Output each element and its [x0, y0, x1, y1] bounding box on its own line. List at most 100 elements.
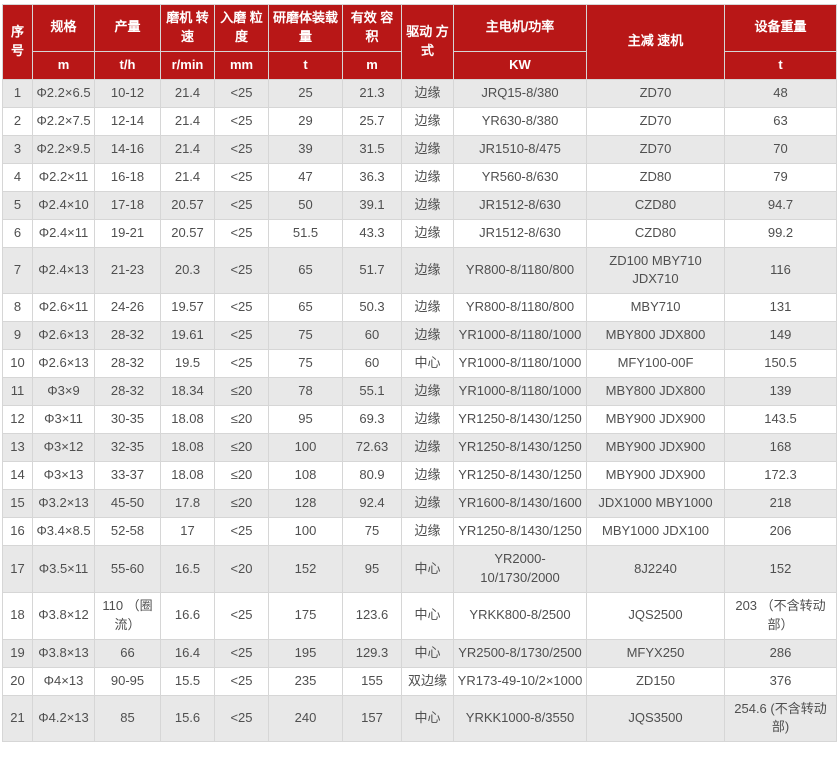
cell-feed-size: <25	[214, 321, 269, 351]
cell-reducer: CZD80	[586, 190, 725, 220]
unit-media-load: t	[268, 50, 343, 80]
cell-index: 1	[2, 78, 33, 108]
header-main-motor: 主电机/功率	[453, 4, 587, 52]
table-row: 7 Φ2.4×13 21-23 20.3 <25 65 51.7 边缘 YR800-8/1180…	[2, 246, 837, 295]
cell-drive-mode: 边缘	[401, 106, 454, 136]
cell-mill-speed: 17	[160, 517, 215, 547]
cell-output: 16-18	[94, 162, 161, 192]
cell-spec: Φ3.2×13	[32, 489, 95, 519]
cell-output: 12-14	[94, 106, 161, 136]
cell-weight: 70	[724, 134, 837, 164]
cell-spec: Φ3×11	[32, 405, 95, 435]
cell-main-motor: YR173-49-10/2×1000	[453, 666, 587, 696]
cell-spec: Φ2.4×13	[32, 246, 95, 295]
cell-reducer: MBY1000 JDX100	[586, 517, 725, 547]
cell-volume: 157	[342, 694, 402, 743]
cell-output: 28-32	[94, 349, 161, 379]
cell-main-motor: YRKK1000-8/3550	[453, 694, 587, 743]
table-row: 17 Φ3.5×11 55-60 16.5 <20 152 95 中心 YR2000- 10/1…	[2, 545, 837, 593]
cell-feed-size: <25	[214, 162, 269, 192]
cell-feed-size: <25	[214, 591, 269, 640]
cell-volume: 36.3	[342, 162, 402, 192]
cell-reducer: ZD80	[586, 162, 725, 192]
cell-reducer: MFY100-00F	[586, 349, 725, 379]
cell-main-motor: YR1250-8/1430/1250	[453, 461, 587, 491]
cell-media-load: 75	[268, 321, 343, 351]
table-header: 序号 规格 产量 磨机 转速 入磨 粒度 研磨体装载量 有效 容积 驱动 方式 …	[2, 4, 837, 80]
cell-main-motor: YR2000- 10/1730/2000	[453, 545, 587, 593]
cell-index: 3	[2, 134, 33, 164]
cell-feed-size: <25	[214, 517, 269, 547]
cell-main-motor: JR1510-8/475	[453, 134, 587, 164]
cell-drive-mode: 边缘	[401, 377, 454, 407]
header-feed-size: 入磨 粒度	[214, 4, 269, 52]
cell-weight: 63	[724, 106, 837, 136]
cell-spec: Φ3.8×12	[32, 591, 95, 640]
cell-drive-mode: 边缘	[401, 517, 454, 547]
cell-output: 17-18	[94, 190, 161, 220]
cell-index: 7	[2, 246, 33, 295]
cell-output: 45-50	[94, 489, 161, 519]
cell-feed-size: <25	[214, 190, 269, 220]
table-row: 8 Φ2.6×11 24-26 19.57 <25 65 50.3 边缘 YR800-8/118…	[2, 293, 837, 323]
cell-index: 10	[2, 349, 33, 379]
cell-index: 9	[2, 321, 33, 351]
cell-index: 21	[2, 694, 33, 743]
cell-weight: 168	[724, 433, 837, 463]
cell-weight: 254.6 (不含转动部)	[724, 694, 837, 743]
cell-volume: 72.63	[342, 433, 402, 463]
cell-reducer: MBY800 JDX800	[586, 321, 725, 351]
cell-main-motor: YR800-8/1180/800	[453, 246, 587, 295]
cell-volume: 39.1	[342, 190, 402, 220]
cell-index: 4	[2, 162, 33, 192]
cell-mill-speed: 17.8	[160, 489, 215, 519]
cell-mill-speed: 18.08	[160, 461, 215, 491]
cell-mill-speed: 18.08	[160, 405, 215, 435]
table-row: 19 Φ3.8×13 66 16.4 <25 195 129.3 中心 YR2500-8/173…	[2, 638, 837, 668]
cell-weight: 116	[724, 246, 837, 295]
cell-feed-size: <25	[214, 246, 269, 295]
cell-reducer: ZD150	[586, 666, 725, 696]
table-row: 21 Φ4.2×13 85 15.6 <25 240 157 中心 YRKK1000-8/355…	[2, 694, 837, 743]
cell-volume: 43.3	[342, 218, 402, 248]
cell-spec: Φ2.6×13	[32, 349, 95, 379]
cell-media-load: 75	[268, 349, 343, 379]
cell-main-motor: JR1512-8/630	[453, 218, 587, 248]
cell-main-motor: JRQ15-8/380	[453, 78, 587, 108]
cell-spec: Φ2.2×7.5	[32, 106, 95, 136]
cell-weight: 139	[724, 377, 837, 407]
table-row: 12 Φ3×11 30-35 18.08 ≤20 95 69.3 边缘 YR1250-8/143…	[2, 405, 837, 435]
cell-index: 18	[2, 591, 33, 640]
cell-feed-size: ≤20	[214, 461, 269, 491]
cell-weight: 203 （不含转动部）	[724, 591, 837, 640]
header-weight: 设备重量	[724, 4, 837, 52]
header-reducer: 主减 速机	[586, 4, 725, 80]
cell-volume: 75	[342, 517, 402, 547]
cell-reducer: JDX1000 MBY1000	[586, 489, 725, 519]
cell-reducer: MBY900 JDX900	[586, 461, 725, 491]
cell-output: 52-58	[94, 517, 161, 547]
header-label-row: 序号 规格 产量 磨机 转速 入磨 粒度 研磨体装载量 有效 容积 驱动 方式 …	[2, 4, 837, 80]
table-row: 15 Φ3.2×13 45-50 17.8 ≤20 128 92.4 边缘 YR1600-8/1…	[2, 489, 837, 519]
cell-feed-size: <25	[214, 134, 269, 164]
cell-drive-mode: 边缘	[401, 489, 454, 519]
cell-mill-speed: 19.5	[160, 349, 215, 379]
cell-volume: 155	[342, 666, 402, 696]
cell-volume: 123.6	[342, 591, 402, 640]
cell-drive-mode: 边缘	[401, 405, 454, 435]
table-row: 10 Φ2.6×13 28-32 19.5 <25 75 60 中心 YR1000-8/1180…	[2, 349, 837, 379]
cell-index: 8	[2, 293, 33, 323]
cell-media-load: 108	[268, 461, 343, 491]
unit-spec: m	[32, 50, 95, 80]
cell-main-motor: YRKK800-8/2500	[453, 591, 587, 640]
cell-media-load: 95	[268, 405, 343, 435]
cell-feed-size: <25	[214, 78, 269, 108]
table-row: 5 Φ2.4×10 17-18 20.57 <25 50 39.1 边缘 JR1512-8/63…	[2, 190, 837, 220]
header-spec: 规格	[32, 4, 95, 52]
cell-mill-speed: 21.4	[160, 162, 215, 192]
cell-weight: 218	[724, 489, 837, 519]
cell-output: 28-32	[94, 321, 161, 351]
cell-drive-mode: 边缘	[401, 78, 454, 108]
cell-media-load: 50	[268, 190, 343, 220]
cell-volume: 92.4	[342, 489, 402, 519]
